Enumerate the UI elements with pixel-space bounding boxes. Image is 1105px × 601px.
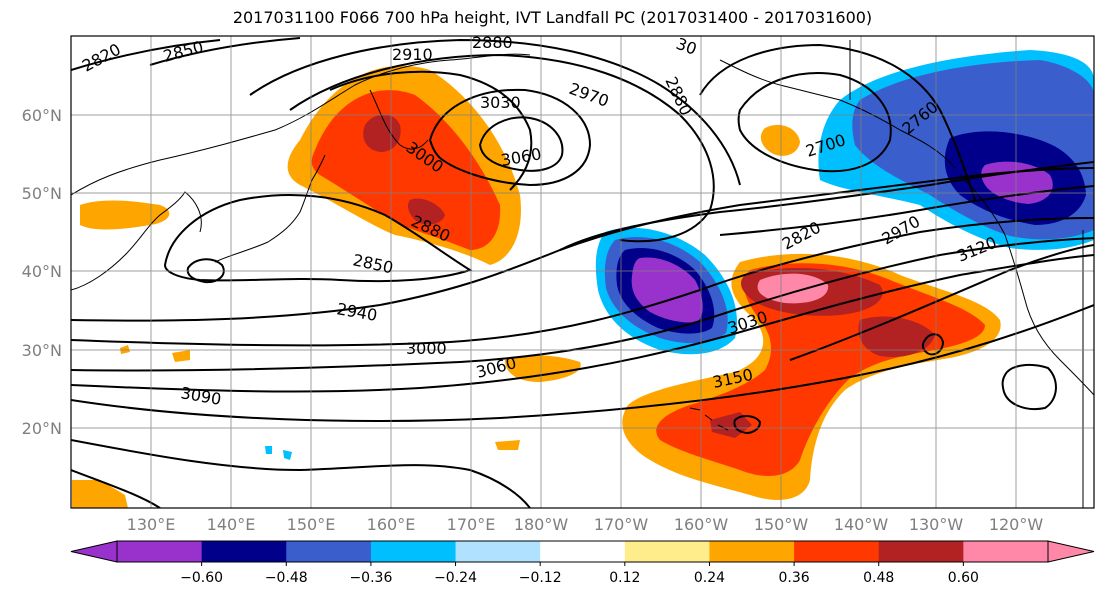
lat-tick-label: 40°N	[22, 262, 62, 281]
colorbar-segment	[117, 541, 203, 562]
coastline-north-america	[959, 174, 1094, 396]
coastlines	[71, 40, 1094, 508]
colorbar-tick-label: −0.12	[519, 570, 562, 586]
contour-sw-us-low	[1001, 363, 1057, 410]
ivt-positive-ar-pink	[757, 273, 829, 304]
colorbar-segment	[794, 541, 880, 562]
contour-2910	[249, 38, 741, 186]
colorbar-segment	[878, 541, 964, 562]
coastline-china-korea	[71, 191, 202, 291]
contour-2820	[71, 39, 221, 71]
colorbar-tick-label: −0.24	[434, 570, 477, 586]
map-title: 2017031100 F066 700 hPa height, IVT Land…	[232, 8, 873, 27]
colorbar-tick-label: 0.24	[694, 570, 725, 586]
colorbar-frame	[116, 540, 1049, 563]
ivt-negative-hawaii-west	[265, 446, 292, 460]
coastline-japan	[214, 154, 326, 263]
ivt-positive-west-red	[311, 90, 501, 251]
ivt-positive-subtropical	[72, 345, 581, 508]
contour-2880-ridge	[329, 70, 533, 191]
colorbar-under-triangle	[70, 540, 118, 563]
lon-tick-label: 160°W	[674, 515, 729, 534]
contour-3060-high	[478, 116, 564, 172]
contour-3150	[71, 304, 1094, 422]
lon-tick-label: 170°E	[447, 515, 496, 534]
contour-2970-ridge	[289, 53, 715, 243]
lon-tick-label: 160°E	[367, 515, 416, 534]
contour-hawaii-low	[733, 415, 762, 434]
lon-tick-label: 150°E	[287, 515, 336, 534]
lon-tick-label: 140°W	[834, 515, 889, 534]
coastline-kamchatka	[369, 89, 429, 150]
colorbar-tick-label: −0.36	[349, 570, 392, 586]
ivt-positive-west-darkred	[363, 114, 445, 225]
contour-label: 2910	[392, 45, 433, 64]
lat-axis-labels: 60°N 50°N 40°N 30°N 20°N	[22, 106, 62, 438]
ivt-positive-bering-orange	[760, 124, 800, 156]
contour-2940	[71, 167, 1094, 322]
lon-tick-label: 170°W	[594, 515, 649, 534]
colorbar: −0.60 −0.48 −0.36 −0.24 −0.12 0.12 0.24 0.36 0.4…	[70, 540, 1095, 586]
lon-tick-label: 140°E	[207, 515, 256, 534]
colorbar-segment	[455, 541, 541, 562]
colorbar-tick-label: 0.48	[863, 570, 894, 586]
ivt-positive-ar-darkred	[710, 267, 935, 438]
colorbar-segment	[286, 541, 372, 562]
colorbar-tick-label: 0.36	[779, 570, 810, 586]
ivt-positive-yellowsea	[80, 200, 170, 230]
contour-label: 3030	[480, 93, 521, 112]
contour-2820-low	[186, 258, 225, 284]
contour-3030-high	[428, 88, 592, 187]
contour-label: 2880	[472, 33, 513, 52]
lat-tick-label: 50°N	[22, 184, 62, 203]
lon-axis-labels: 130°E 140°E 150°E 160°E 170°E 180°W 170°…	[127, 515, 1044, 534]
lon-tick-label: 180°W	[514, 515, 569, 534]
contour-label: 3000	[406, 339, 447, 358]
contour-cutoff-east	[921, 333, 945, 356]
graticule	[71, 36, 1094, 508]
contour-3120-east	[789, 244, 1094, 361]
colorbar-segment	[963, 541, 1049, 562]
contour-3060	[71, 237, 1094, 372]
lon-tick-label: 130°W	[909, 515, 964, 534]
contour-2700-low	[737, 72, 892, 173]
lat-tick-label: 20°N	[22, 419, 62, 438]
contour-2850	[149, 37, 301, 66]
colorbar-tick-label: 0.60	[948, 570, 979, 586]
map-frame	[70, 35, 1095, 509]
lat-tick-label: 60°N	[22, 106, 62, 125]
colorbar-tick-label: −0.60	[180, 570, 223, 586]
lon-tick-label: 130°E	[127, 515, 176, 534]
contour-3150-sw	[71, 469, 161, 508]
ivt-shading: 2820 2850 2910 2880 30 3030 2970 2880 30…	[71, 33, 1094, 508]
contour-2850-low	[163, 194, 473, 283]
colorbar-segment	[370, 541, 457, 562]
colorbar-segment	[709, 541, 795, 562]
contour-3090	[71, 254, 1094, 393]
coastline-asia	[71, 53, 531, 196]
contour-2760	[699, 43, 976, 201]
contour-2820-east	[559, 161, 1094, 251]
contour-3000	[71, 217, 1094, 347]
colorbar-tick-label: 0.12	[609, 570, 640, 586]
contour-2970-east	[719, 185, 1094, 236]
contour-3150-south	[71, 439, 531, 508]
colorbar-segment	[201, 541, 287, 562]
height-contours	[71, 37, 1094, 508]
colorbar-tick-label: −0.48	[265, 570, 308, 586]
lon-tick-label: 150°W	[754, 515, 809, 534]
lat-tick-label: 30°N	[22, 341, 62, 360]
lon-tick-label: 120°W	[989, 515, 1044, 534]
colorbar-segment	[624, 541, 710, 562]
colorbar-over-triangle	[1047, 540, 1095, 563]
colorbar-segment	[540, 541, 626, 562]
contour-label: 30	[674, 34, 700, 59]
coastline-alaska	[719, 59, 956, 169]
